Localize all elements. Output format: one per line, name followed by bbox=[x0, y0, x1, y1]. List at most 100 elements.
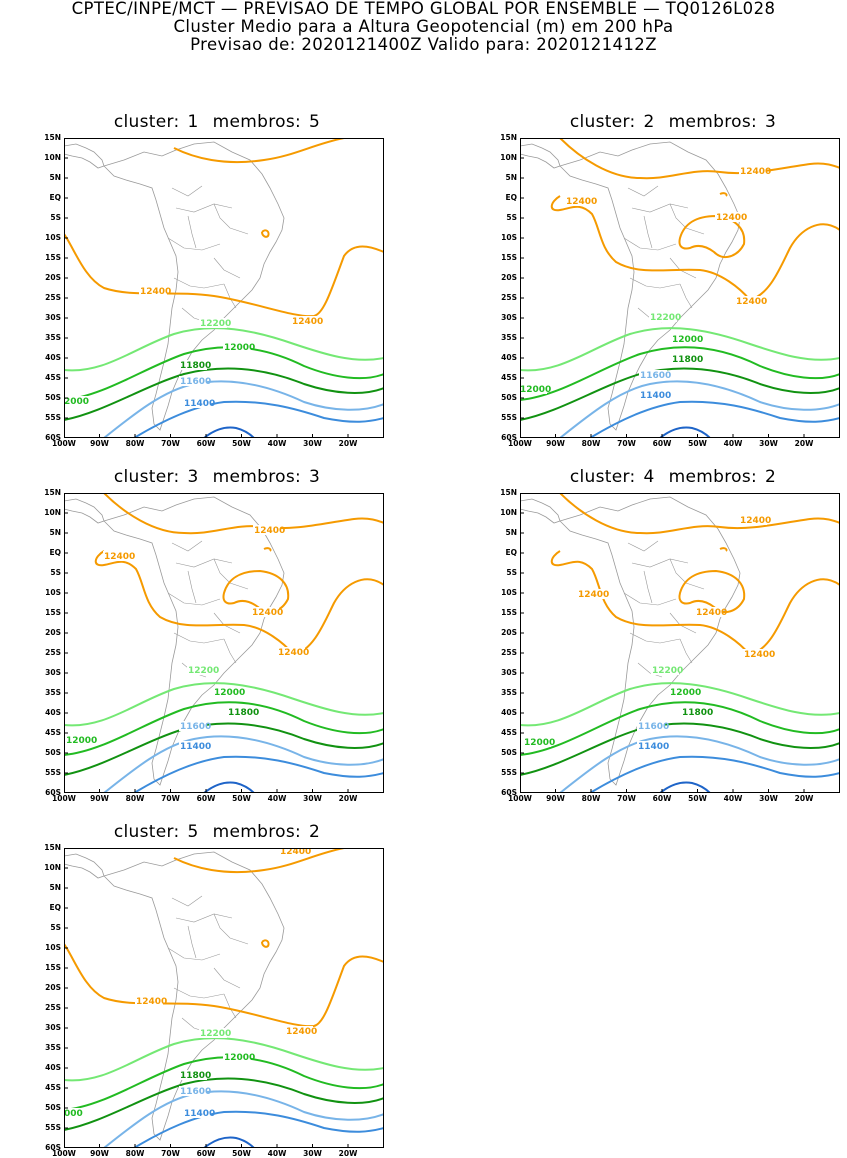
lon-tick-label: 50W bbox=[688, 794, 707, 803]
contour-label: 12000 bbox=[224, 1053, 255, 1063]
contour-11200 bbox=[203, 426, 255, 438]
lat-tick-label: 55S bbox=[45, 1123, 61, 1132]
contour-11200 bbox=[203, 1136, 255, 1148]
lon-tick-label: 90W bbox=[90, 1149, 109, 1158]
country-border bbox=[629, 632, 681, 644]
lat-tick-label: 10S bbox=[501, 233, 517, 242]
country-border bbox=[171, 540, 203, 552]
contour-label: 12000 bbox=[214, 688, 245, 698]
map-panel: 12400 12400 12400 12400 12200 12000 12000 11800… bbox=[64, 493, 384, 793]
contour-label: 000 bbox=[64, 1109, 83, 1119]
country-border bbox=[627, 540, 659, 552]
contour-label: 12000 bbox=[66, 736, 97, 746]
lon-tick-label: 20W bbox=[794, 439, 814, 448]
cluster-number: 3 bbox=[187, 467, 199, 487]
members-count: 3 bbox=[765, 112, 777, 132]
contour-11800 bbox=[64, 367, 384, 421]
lat-tick-label: 5S bbox=[50, 568, 61, 577]
lat-tick-label: 35S bbox=[45, 1043, 61, 1052]
panel-title: cluster: 5 membros: 2 bbox=[59, 822, 389, 842]
contour-11600 bbox=[103, 380, 384, 438]
lon-tick-label: 20W bbox=[338, 1149, 358, 1158]
country-border bbox=[643, 215, 653, 249]
lat-tick-label: 45S bbox=[45, 1083, 61, 1092]
lat-tick-label: 5N bbox=[505, 528, 518, 537]
country-border bbox=[669, 558, 705, 590]
panel-frame bbox=[64, 138, 384, 438]
lat-tick-label: 20S bbox=[501, 273, 517, 282]
lat-tick-label: 45S bbox=[501, 373, 517, 382]
lon-tick-label: 30W bbox=[759, 794, 778, 803]
lat-tick-label: 45S bbox=[45, 728, 61, 737]
contour-label: 12400 bbox=[292, 317, 323, 327]
country-border bbox=[637, 662, 663, 678]
country-border bbox=[173, 277, 225, 289]
contour-label: 11400 bbox=[638, 742, 669, 752]
cluster-label: cluster: bbox=[569, 112, 636, 132]
contour-12000 bbox=[520, 701, 840, 756]
lat-tick-label: EQ bbox=[49, 548, 62, 557]
contour-11600 bbox=[103, 735, 384, 793]
contour-label: 11800 bbox=[682, 708, 713, 718]
lon-tick-label: 30W bbox=[303, 439, 322, 448]
lat-tick-label: 60S bbox=[501, 788, 517, 797]
members-label: membros: bbox=[212, 822, 302, 842]
country-border bbox=[187, 925, 197, 959]
country-border bbox=[167, 947, 221, 961]
contour-label: 12200 bbox=[200, 1029, 231, 1039]
lon-tick-label: 60W bbox=[652, 794, 672, 803]
lat-tick-label: 5S bbox=[506, 568, 517, 577]
contour-label: 12200 bbox=[200, 319, 231, 329]
lat-tick-label: 30S bbox=[501, 668, 517, 677]
contour-11400 bbox=[133, 400, 384, 438]
country-border bbox=[171, 895, 203, 907]
country-border bbox=[171, 185, 203, 197]
members-label: membros: bbox=[212, 112, 302, 132]
members-count: 5 bbox=[309, 112, 321, 132]
lat-tick-label: 15S bbox=[45, 608, 61, 617]
lon-tick-label: 80W bbox=[125, 439, 145, 448]
panel-title: cluster: 3 membros: 3 bbox=[59, 467, 389, 487]
lat-tick-label: 30S bbox=[45, 1023, 61, 1032]
country-border bbox=[669, 203, 705, 235]
lon-tick-label: 20W bbox=[338, 794, 358, 803]
lon-tick-label: 20W bbox=[338, 439, 358, 448]
lat-tick-label: 15N bbox=[500, 133, 517, 142]
lon-tick-label: 40W bbox=[267, 794, 287, 803]
contour-label: 12200 bbox=[652, 666, 683, 676]
contour-label: 11600 bbox=[638, 722, 669, 732]
country-border bbox=[187, 570, 197, 604]
contour-11600 bbox=[559, 380, 840, 438]
lon-tick-label: 100W bbox=[52, 1149, 76, 1158]
contour-11600 bbox=[559, 735, 840, 793]
lat-tick-label: 30S bbox=[45, 313, 61, 322]
contour-12400 bbox=[94, 550, 384, 657]
country-border bbox=[213, 203, 249, 235]
contour-12400 bbox=[719, 192, 728, 197]
contour-11800 bbox=[64, 722, 384, 776]
lon-tick-label: 60W bbox=[196, 439, 216, 448]
country-border bbox=[629, 277, 681, 289]
country-border bbox=[173, 632, 225, 644]
lat-tick-label: 40S bbox=[45, 1063, 61, 1072]
lat-tick-label: 55S bbox=[501, 768, 517, 777]
lat-tick-label: 35S bbox=[501, 333, 517, 342]
contour-label: 12400 bbox=[696, 608, 727, 618]
contour-label: 11800 bbox=[228, 708, 259, 718]
country-border bbox=[223, 638, 237, 664]
panel-title: cluster: 1 membros: 5 bbox=[59, 112, 389, 132]
panel-frame bbox=[64, 493, 384, 793]
lon-tick-label: 40W bbox=[267, 1149, 287, 1158]
lat-tick-label: 50S bbox=[501, 393, 517, 402]
lon-tick-label: 70W bbox=[161, 439, 180, 448]
lat-tick-label: 15S bbox=[501, 253, 517, 262]
cluster-label: cluster: bbox=[113, 112, 180, 132]
country-border bbox=[631, 558, 689, 568]
contour-11200 bbox=[659, 426, 711, 438]
contour-label: 11600 bbox=[180, 722, 211, 732]
lat-tick-label: 25S bbox=[501, 648, 517, 657]
lat-tick-label: 55S bbox=[45, 768, 61, 777]
lon-tick-label: 30W bbox=[303, 794, 322, 803]
country-border bbox=[631, 203, 689, 213]
contour-12200 bbox=[520, 682, 840, 727]
